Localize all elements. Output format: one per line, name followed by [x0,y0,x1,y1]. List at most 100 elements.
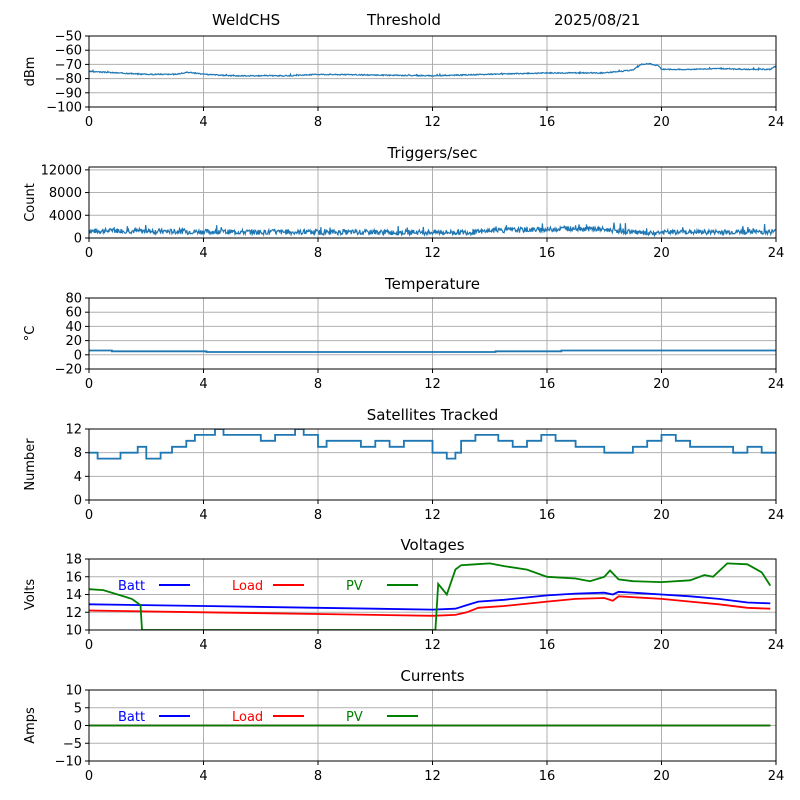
x-tick-label: 0 [85,508,93,523]
series-line-0 [89,222,776,238]
y-tick-label: −80 [55,72,82,87]
y-tick-label: 0 [74,719,82,734]
legend-label-pv: PV [346,710,363,725]
y-tick-label: −90 [55,86,82,101]
y-axis-label: Amps [23,707,38,744]
x-tick-label: 4 [199,769,207,784]
x-tick-label: 0 [85,377,93,392]
x-tick-label: 16 [539,769,556,784]
y-tick-label: 12000 [41,163,82,178]
series-line-batt [89,590,771,611]
y-tick-label: 18 [65,553,82,568]
y-tick-label: −70 [55,58,82,73]
chart-panel-3: 0 4 8 12 16 20 24 0 4 8 12 Number Satellites Tracked [23,406,784,523]
y-tick-label: 60 [65,306,82,321]
chart-title: Voltages [400,536,464,554]
y-tick-label: 12 [65,606,82,621]
x-tick-label: 20 [653,769,670,784]
legend-label-batt: Batt [118,579,145,594]
x-tick-label: 4 [199,377,207,392]
y-tick-label: 4 [74,470,82,485]
chart-title: Triggers/sec [387,144,478,162]
y-axis-label: Count [23,183,38,222]
x-tick-label: 12 [424,115,441,130]
y-tick-label: 5 [74,701,82,716]
y-tick-label: 10 [65,684,82,699]
x-tick-label: 8 [314,769,322,784]
x-tick-label: 16 [539,508,556,523]
x-tick-label: 0 [85,638,93,653]
x-tick-label: 8 [314,246,322,261]
y-tick-label: 0 [74,494,82,509]
header-station: WeldCHS [212,11,281,29]
y-tick-label: 12 [65,423,82,438]
header-mode: Threshold [367,11,441,29]
y-tick-label: −50 [55,30,82,45]
y-tick-label: 40 [65,320,82,335]
y-tick-label: 16 [65,570,82,585]
y-axis-label: Number [23,438,38,491]
y-axis-label: °C [23,326,38,342]
x-tick-label: 16 [539,638,556,653]
x-tick-label: 4 [199,246,207,261]
x-tick-label: 4 [199,508,207,523]
y-tick-label: 0 [74,232,82,247]
x-tick-label: 8 [314,115,322,130]
x-tick-label: 4 [199,115,207,130]
y-axis-label: Volts [23,579,38,611]
series-line-load [89,595,771,617]
y-tick-label: 10 [65,624,82,639]
legend-label-load: Load [232,710,263,725]
x-tick-label: 0 [85,246,93,261]
y-tick-label: −5 [63,737,82,752]
chart-title: Satellites Tracked [367,406,498,424]
x-tick-label: 16 [539,115,556,130]
x-tick-label: 8 [314,508,322,523]
x-tick-label: 4 [199,638,207,653]
chart-panel-0: 0 4 8 12 16 20 24 −100−90−80−70−60−50 dBm [23,30,784,131]
y-tick-label: 8000 [49,186,82,201]
x-tick-label: 20 [653,377,670,392]
series-line-pv [89,562,772,630]
y-tick-label: 4000 [49,209,82,224]
x-tick-label: 16 [539,377,556,392]
chart-title: Temperature [384,275,480,293]
legend-label-pv: PV [346,579,363,594]
y-tick-label: 20 [65,334,82,349]
series-line-0 [89,349,776,353]
x-tick-label: 24 [768,377,785,392]
x-tick-label: 0 [85,769,93,784]
x-tick-label: 8 [314,377,322,392]
x-tick-label: 20 [653,246,670,261]
chart-panel-4: 0 4 8 12 16 20 24 10 12 14 16 18 Volts Voltages Batt Lo… [23,536,784,653]
x-tick-label: 20 [653,115,670,130]
legend-label-load: Load [232,579,263,594]
x-tick-label: 24 [768,508,785,523]
x-tick-label: 0 [85,115,93,130]
x-tick-label: 12 [424,508,441,523]
y-tick-label: 8 [74,446,82,461]
series-line-0 [89,429,776,460]
legend-label-batt: Batt [118,710,145,725]
x-tick-label: 20 [653,638,670,653]
x-tick-label: 8 [314,638,322,653]
y-axis-label: dBm [23,57,38,87]
x-tick-label: 24 [768,115,785,130]
x-tick-label: 24 [768,638,785,653]
chart-panel-5: 0 4 8 12 16 20 24 −10 −5 0 5 10 Amps Currents Batt Load… [23,667,784,784]
y-tick-label: −60 [55,44,82,59]
x-tick-label: 20 [653,508,670,523]
y-tick-label: 14 [65,588,82,603]
y-tick-label: −20 [55,363,82,378]
x-tick-label: 24 [768,769,785,784]
y-tick-label: 0 [74,348,82,363]
x-tick-label: 16 [539,246,556,261]
series-line-0 [89,62,776,78]
x-tick-label: 24 [768,246,785,261]
y-tick-label: −100 [46,101,82,116]
x-tick-label: 12 [424,638,441,653]
y-tick-label: 80 [65,292,82,307]
